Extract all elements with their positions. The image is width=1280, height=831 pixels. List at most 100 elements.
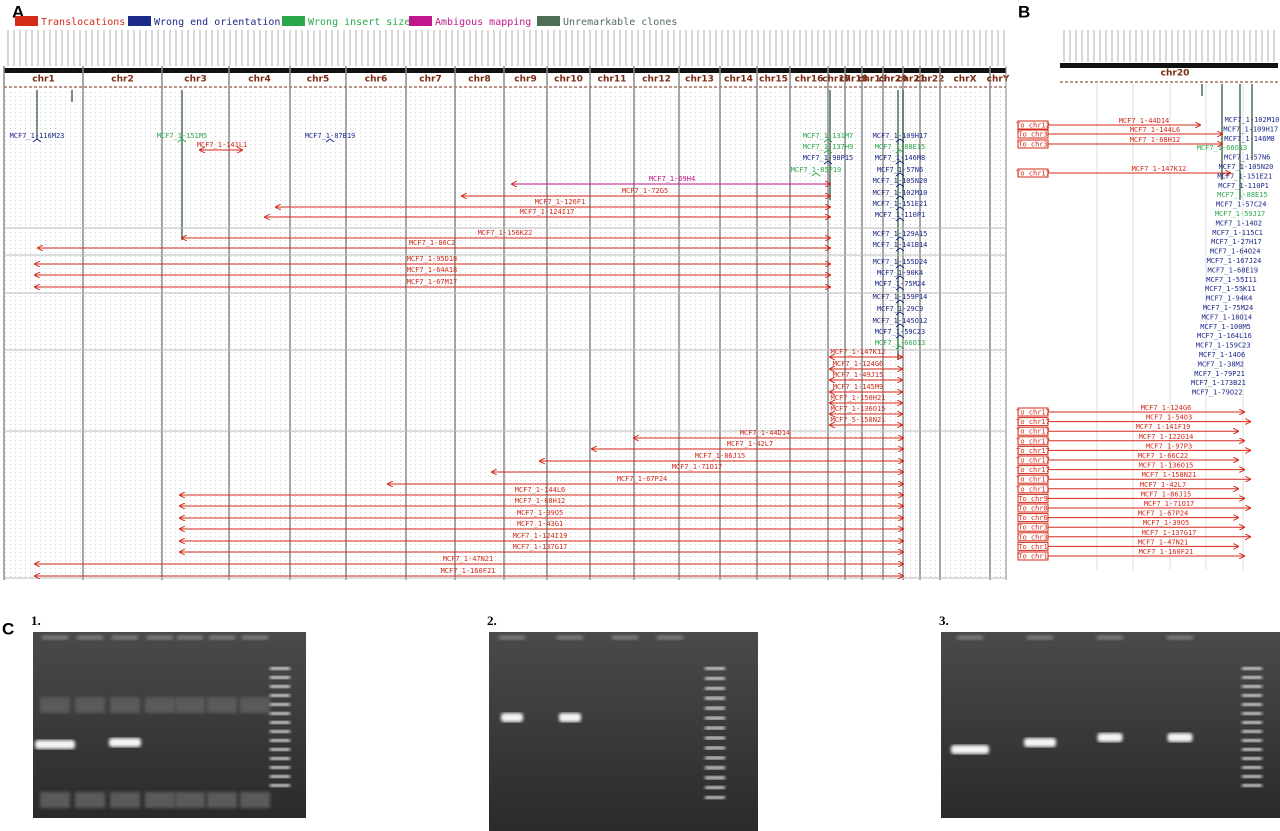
chromosome-label: chr14 [724, 75, 753, 85]
link-label: MCF7_1-39O5 [1143, 519, 1189, 527]
clone-label: MCF7_1-109H17 [873, 132, 928, 140]
ladder-band [270, 730, 290, 733]
panel-c: 1. 2. 3. [31, 613, 1280, 831]
clone-label: MCF7_1-156K22 [478, 229, 533, 237]
chromosome-label: chr3 [184, 75, 206, 85]
chromosome-label: chr6 [365, 75, 387, 85]
clone-label: MCF7_1-64A18 [407, 266, 458, 274]
clone-label: MCF7_1-160F21 [441, 567, 496, 575]
clone-mark [895, 275, 905, 280]
gel-label: 2. [487, 613, 497, 628]
clone-label: MCF7_1-105N20 [1219, 163, 1274, 171]
gel-well [242, 635, 268, 640]
clone-mark [895, 247, 905, 252]
clone-mark [895, 206, 905, 211]
clone-label: MCF7_5-158N21 [831, 416, 886, 424]
gel-band [109, 738, 141, 747]
ladder-band [1242, 739, 1262, 742]
link-target: To chr11 [1016, 485, 1050, 493]
chromosome-label: chr16 [795, 75, 824, 85]
clone-label: MCF7_1-136O15 [831, 405, 886, 413]
clone-label: MCF7_1-57C24 [1216, 201, 1267, 209]
ladder-band [705, 776, 725, 780]
link-label: MCF7_1-68H12 [1130, 136, 1181, 144]
clone-label: MCF7_1-66O13 [1197, 144, 1248, 152]
link-target: To chr3 [1018, 533, 1048, 541]
gel-smear [40, 697, 70, 713]
ladder-band [705, 786, 725, 790]
link-target: To chr17 [1016, 409, 1050, 417]
clone-mark [895, 334, 905, 339]
clone-label: MCF7_1-67P24 [617, 475, 668, 483]
clone-mark [895, 149, 905, 154]
clone-label: MCF7_1-90K4 [877, 269, 923, 277]
link-label: MCF7_1-66C22 [1138, 452, 1189, 460]
link-label: MCF7_1-137G17 [1142, 529, 1197, 537]
ladder-band [1242, 757, 1262, 760]
chromosome-label: chr19 [858, 75, 887, 85]
clone-label: MCF7_1-55K11 [1205, 285, 1256, 293]
gel-smear [240, 697, 270, 713]
gel-label: 1. [31, 613, 41, 628]
clone-label: MCF7_1-38M2 [1198, 360, 1244, 368]
chromosome-label: chr2 [111, 75, 133, 85]
ladder-band [1242, 721, 1262, 724]
clone-mark [823, 138, 833, 143]
clone-label: MCF7_1-167J24 [1207, 257, 1262, 265]
legend-swatch [128, 16, 151, 26]
gel-band [1167, 733, 1193, 742]
legend-swatch [537, 16, 560, 26]
clone-label: MCF7_1-14O2 [1216, 219, 1262, 227]
gel-band [559, 713, 581, 722]
clone-label: MCF7_1-42L7 [727, 440, 773, 448]
clone-mark [895, 236, 905, 241]
gel-smear [145, 792, 175, 808]
clone-label: MCF7_1-87B19 [305, 132, 356, 140]
ladder-band [270, 775, 290, 778]
clone-label: MCF7_1-47N21 [443, 555, 494, 563]
clone-mark [895, 183, 905, 188]
chromosome-bar [4, 68, 1006, 73]
chromosome-label: chr5 [307, 75, 329, 85]
ladder-band [1242, 667, 1262, 670]
ladder-band [705, 736, 725, 740]
clone-label: MCF7_1-72G5 [622, 187, 668, 195]
ladder-band [1242, 784, 1262, 787]
clone-label: MCF7_1-129A15 [873, 230, 928, 238]
clone-label: MCF7_1-86J15 [695, 452, 746, 460]
clone-mark [32, 138, 42, 143]
clone-label: MCF7_1-145O12 [873, 317, 928, 325]
clone-label: MCF7_1-60E19 [1208, 266, 1259, 274]
link-label: MCF7_1-144L6 [1130, 126, 1181, 134]
gel-well [557, 635, 583, 640]
gel-well [77, 635, 103, 640]
clone-label: MCF7_1-88E15 [1217, 191, 1268, 199]
link-label: MCF7_1-122G14 [1139, 433, 1194, 441]
clone-label: MCF7_1-98P15 [803, 154, 854, 162]
link-target: To chr17 [1016, 437, 1050, 445]
legend-swatch [15, 16, 38, 26]
gel-well [112, 635, 138, 640]
gel-smear [75, 697, 105, 713]
ladder-band [1242, 694, 1262, 697]
clone-label: MCF7_1-110P1 [875, 211, 926, 219]
clone-label: MCF7_1-159P14 [873, 293, 928, 301]
ladder-band [705, 676, 725, 680]
clone-label: MCF7_1-95D18 [407, 255, 458, 263]
link-target: To chr17 [1016, 170, 1050, 178]
clone-label: MCF7_1-59C23 [875, 328, 926, 336]
clone-label: MCF7_1-109H17 [1223, 125, 1278, 133]
chromosome-label: chr8 [468, 75, 490, 85]
clone-label: MCF7_1-64O24 [1210, 248, 1261, 256]
clone-label: MCF7_1-105N20 [873, 177, 928, 185]
clone-mark [895, 323, 905, 328]
legend-label: Unremarkable clones [563, 17, 677, 28]
ladder-band [270, 685, 290, 688]
ladder-band [270, 712, 290, 715]
panel-label: C [2, 619, 14, 638]
ladder-band [1242, 685, 1262, 688]
link-target: To chr9 [1018, 495, 1048, 503]
ladder-band [270, 748, 290, 751]
ladder-band [705, 696, 725, 700]
